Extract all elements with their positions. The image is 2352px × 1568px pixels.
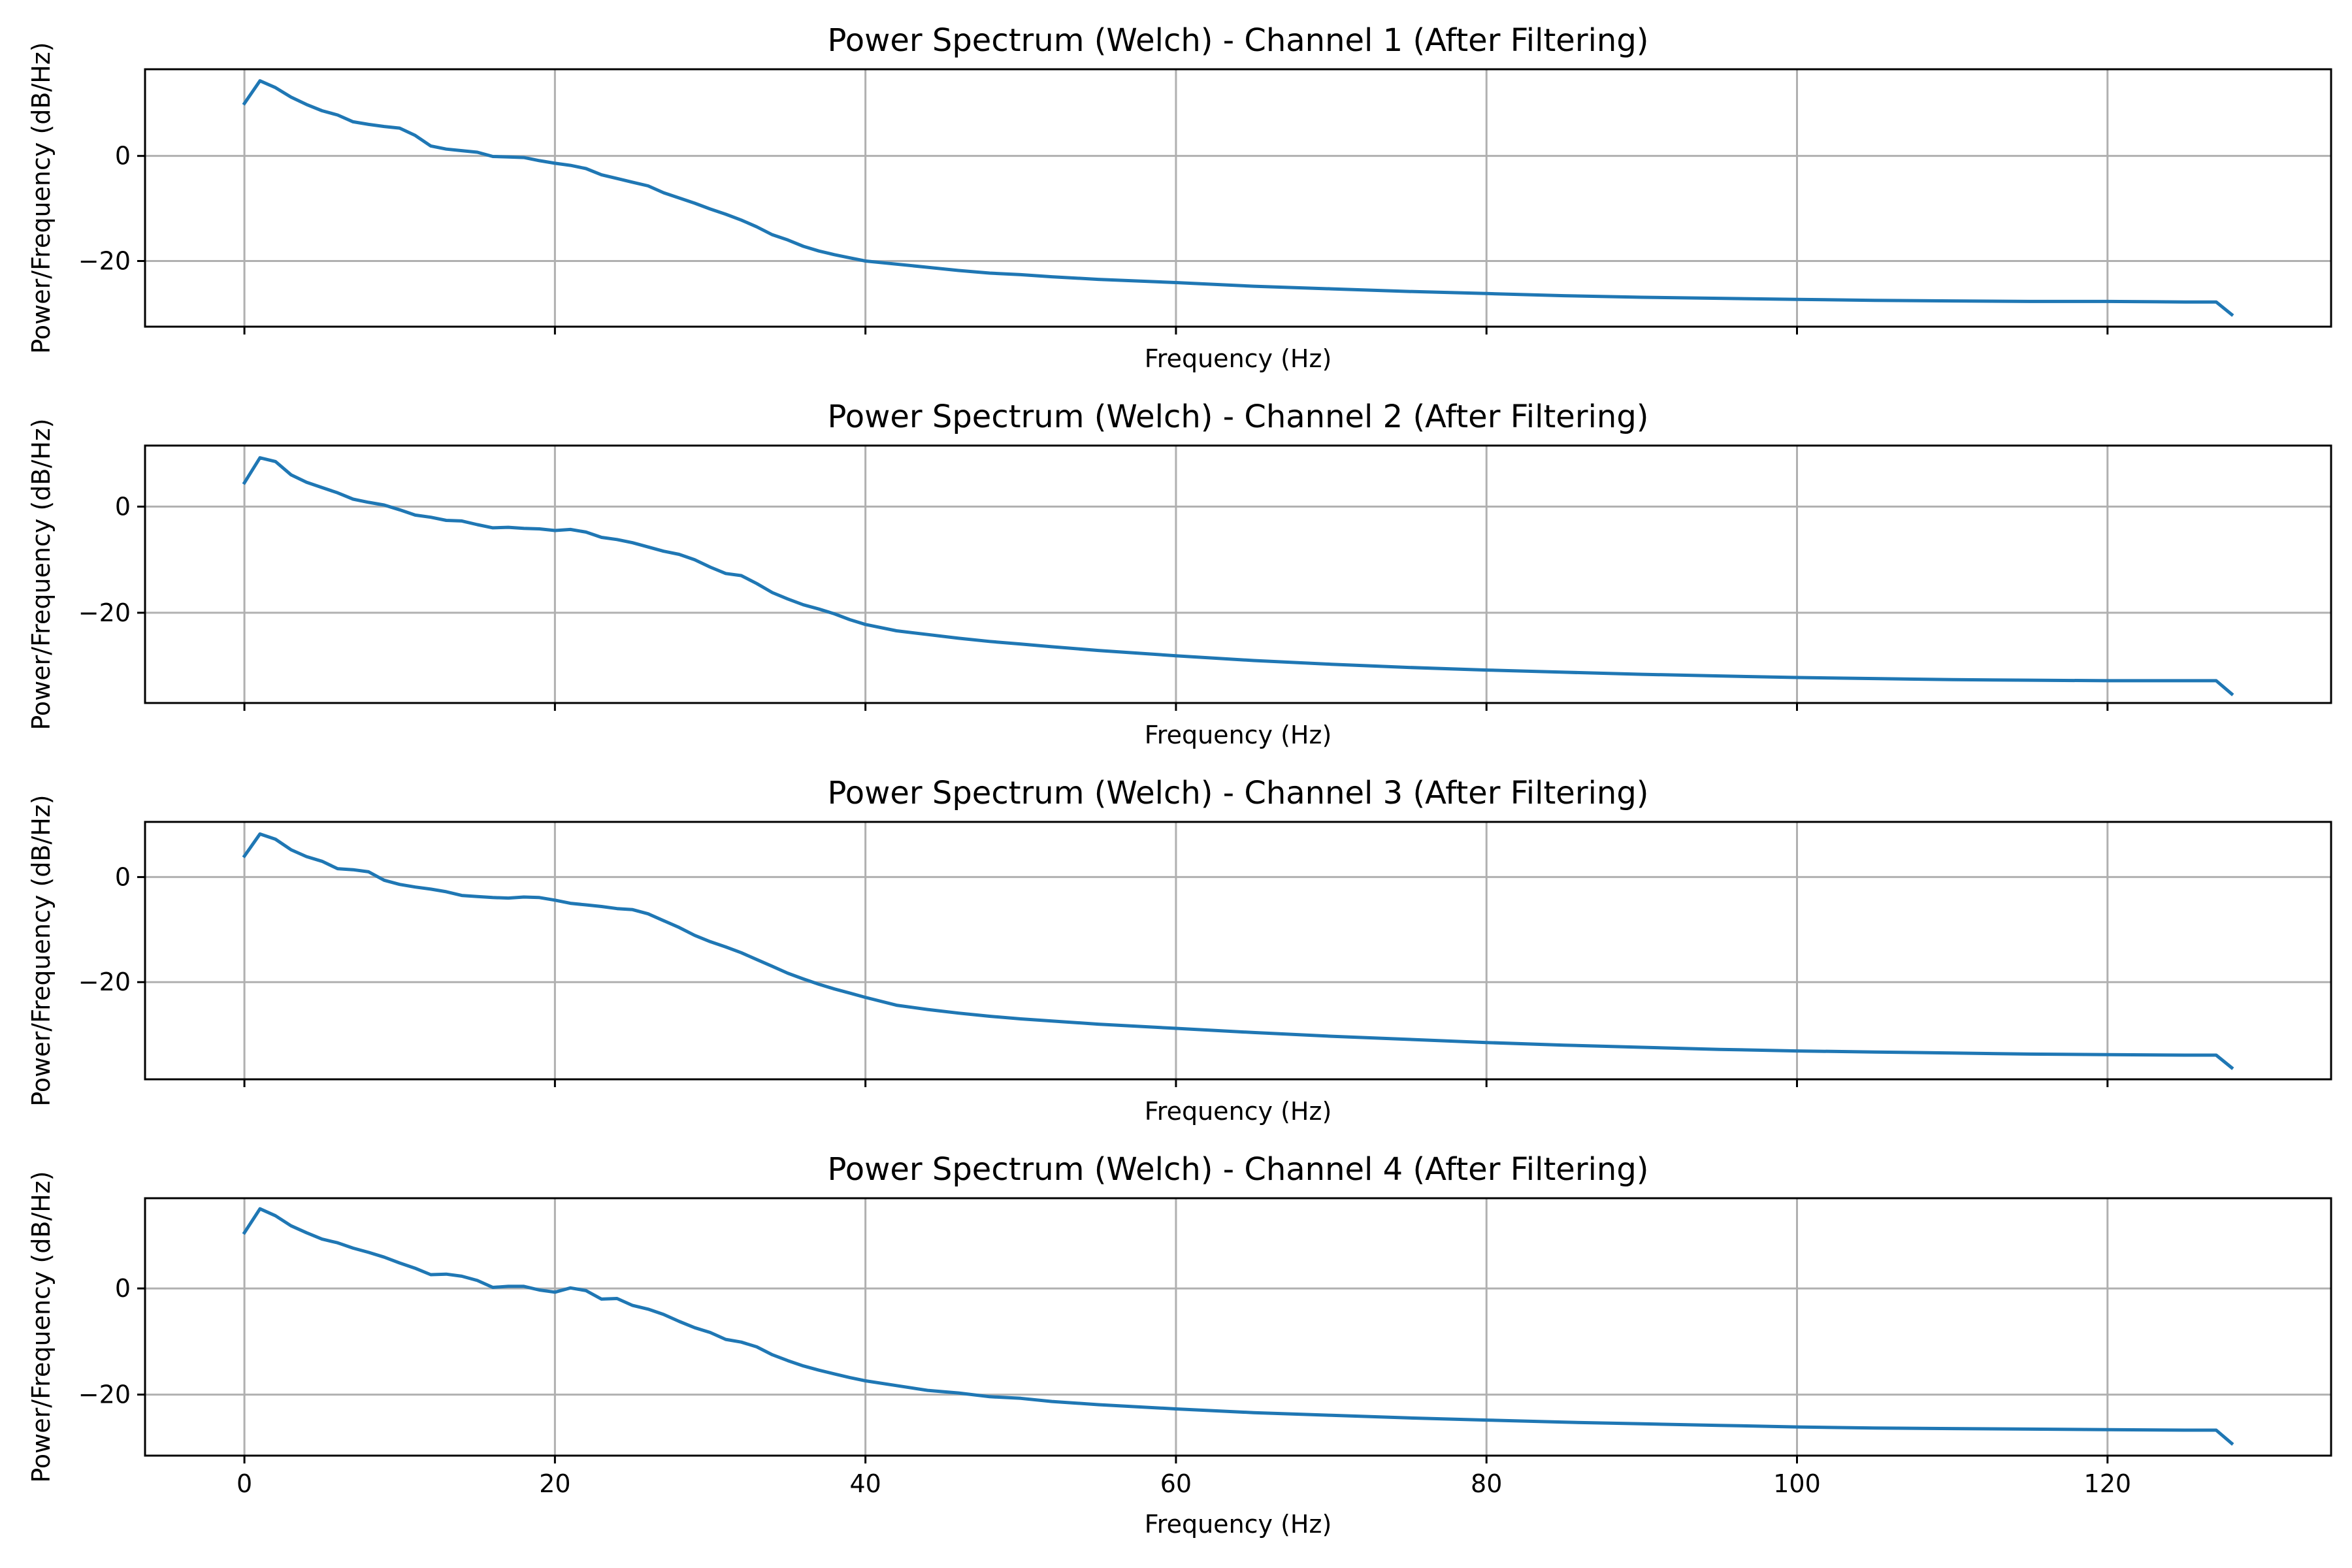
y-tick-label: 0 (115, 862, 131, 891)
x-axis-label: Frequency (Hz) (1145, 721, 1332, 749)
series-line (242, 832, 2234, 1070)
y-axis-label: Power/Frequency (dB/Hz) (27, 794, 56, 1106)
x-tick-label: 40 (849, 1469, 881, 1498)
chart-title: Power Spectrum (Welch) - Channel 3 (Afte… (827, 775, 1648, 811)
chart-title: Power Spectrum (Welch) - Channel 4 (Afte… (827, 1151, 1648, 1188)
panel-channel-4: 0 20 40 60 80 100 120 0 −20 Power Spectrum (Welch… (27, 1151, 2332, 1539)
series-line (242, 1207, 2234, 1446)
y-tick-label: −20 (78, 246, 131, 275)
panel-channel-2: 0 −20 Power Spectrum (Welch) - Channel 2 (… (27, 399, 2332, 749)
y-tick-label: −20 (78, 968, 131, 996)
series-line (242, 79, 2234, 318)
x-tick-label: 80 (1471, 1469, 1502, 1498)
panels: 0 −20 Power Spectrum (Welch) - Channel 1 (… (27, 22, 2332, 1539)
y-tick-label: 0 (115, 142, 131, 171)
x-axis-label: Frequency (Hz) (1145, 344, 1332, 373)
chart-title: Power Spectrum (Welch) - Channel 1 (Afte… (827, 22, 1648, 59)
x-tick-label: 100 (1773, 1469, 1821, 1498)
axes-frame (144, 1197, 2332, 1457)
axes-frame (144, 821, 2332, 1081)
y-axis-label: Power/Frequency (dB/Hz) (27, 42, 56, 353)
x-tick-label: 60 (1160, 1469, 1192, 1498)
y-axis-label: Power/Frequency (dB/Hz) (27, 418, 56, 730)
x-axis-label: Frequency (Hz) (1145, 1510, 1332, 1539)
y-tick-label: 0 (115, 492, 131, 521)
axes-frame (144, 444, 2332, 704)
y-tick-label: −20 (78, 1380, 131, 1409)
x-tick-label: 20 (539, 1469, 570, 1498)
y-tick-label: 0 (115, 1274, 131, 1303)
x-axis-label: Frequency (Hz) (1145, 1097, 1332, 1126)
x-tick-label: 120 (2084, 1469, 2132, 1498)
chart-title: Power Spectrum (Welch) - Channel 2 (Afte… (827, 399, 1648, 435)
y-axis-label: Power/Frequency (dB/Hz) (27, 1171, 56, 1482)
axes-frame (144, 68, 2332, 328)
panel-channel-3: 0 −20 Power Spectrum (Welch) - Channel 3 (… (27, 775, 2332, 1126)
series-line (242, 456, 2234, 696)
y-tick-label: −20 (78, 598, 131, 627)
panel-channel-1: 0 −20 Power Spectrum (Welch) - Channel 1 (… (27, 22, 2332, 373)
x-tick-label: 0 (237, 1469, 252, 1498)
